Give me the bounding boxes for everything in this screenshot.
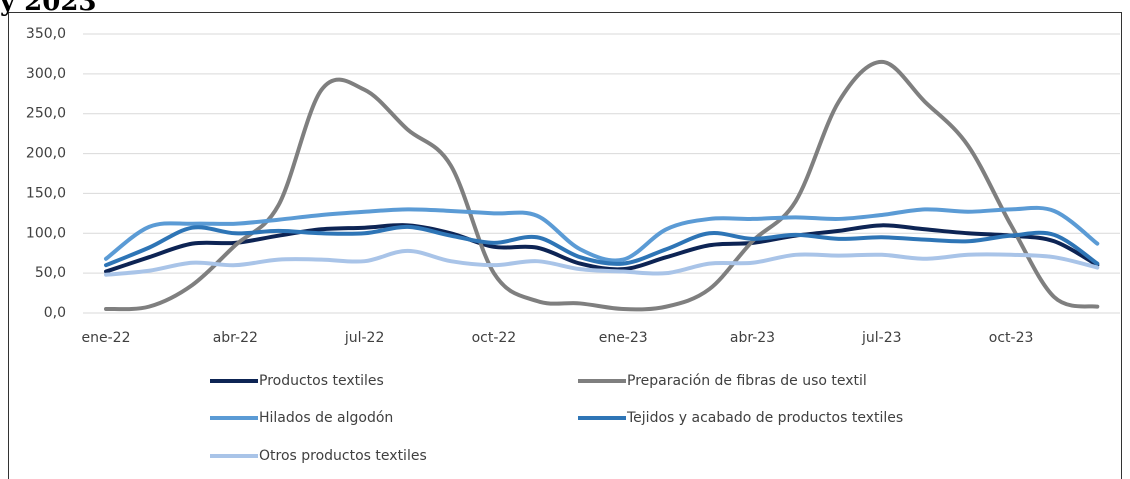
- x-tick-label: ene-22: [82, 330, 131, 346]
- y-tick-label: 200,0: [26, 146, 66, 162]
- series-line: [104, 223, 1100, 274]
- chart-title: y 2023: [0, 0, 97, 17]
- x-tick-label: oct-23: [989, 330, 1034, 346]
- x-tick-label: ene-23: [599, 330, 648, 346]
- series-line: [104, 248, 1100, 277]
- legend-label: Preparación de fibras de uso textil: [627, 373, 867, 389]
- title-bg: [0, 0, 135, 12]
- series-line: [104, 224, 1100, 268]
- y-tick-label: 300,0: [26, 66, 66, 82]
- chart-frame: [8, 12, 1122, 479]
- legend-label: Otros productos textiles: [259, 448, 427, 464]
- x-tick-label: oct-22: [472, 330, 517, 346]
- y-tick-label: 250,0: [26, 106, 66, 122]
- y-tick-label: 350,0: [26, 26, 66, 42]
- y-tick-label: 0,0: [44, 305, 66, 321]
- x-tick-label: jul-23: [861, 330, 902, 346]
- x-tick-label: jul-22: [344, 330, 385, 346]
- legend-label: Productos textiles: [259, 373, 384, 389]
- legend-label: Tejidos y acabado de productos textiles: [626, 410, 903, 426]
- series-line: [104, 59, 1100, 312]
- series-line: [104, 205, 1100, 263]
- y-tick-label: 100,0: [26, 225, 66, 241]
- y-tick-label: 50,0: [35, 265, 66, 281]
- legend-label: Hilados de algodón: [259, 410, 393, 426]
- x-tick-label: abr-22: [213, 330, 258, 346]
- x-tick-label: abr-23: [730, 330, 775, 346]
- y-tick-label: 150,0: [26, 185, 66, 201]
